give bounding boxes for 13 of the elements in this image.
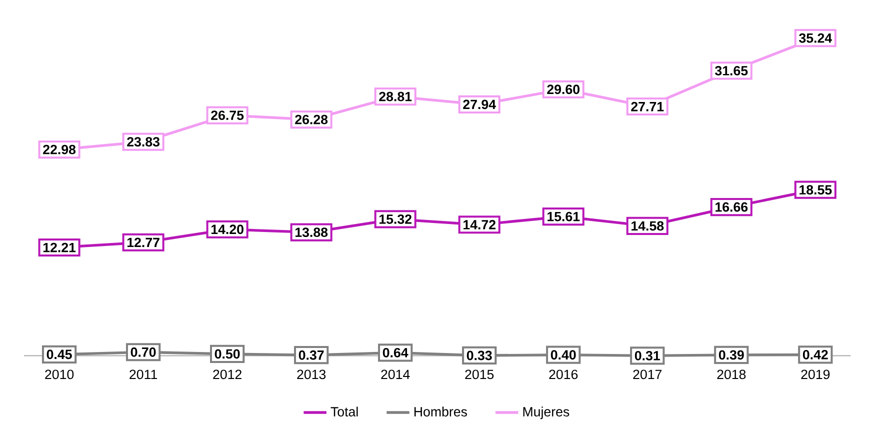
x-tick-label: 2013: [297, 370, 326, 380]
legend-label: Mujeres: [523, 406, 570, 420]
x-tick-label: 2015: [465, 370, 494, 380]
x-tick-label: 2019: [801, 370, 830, 380]
legend-label: Total: [330, 406, 358, 416]
x-tick-label: 2011: [130, 370, 157, 380]
x-tick-label: 2016: [549, 370, 578, 380]
x-tick-label: 2014: [381, 370, 410, 380]
x-tick-label: 2010: [45, 370, 74, 380]
x-tick-label: 2018: [717, 370, 746, 380]
x-tick-label: 2012: [213, 370, 242, 380]
x-tick-label: 2017: [633, 370, 662, 380]
legend-label: Hombres: [414, 406, 467, 416]
